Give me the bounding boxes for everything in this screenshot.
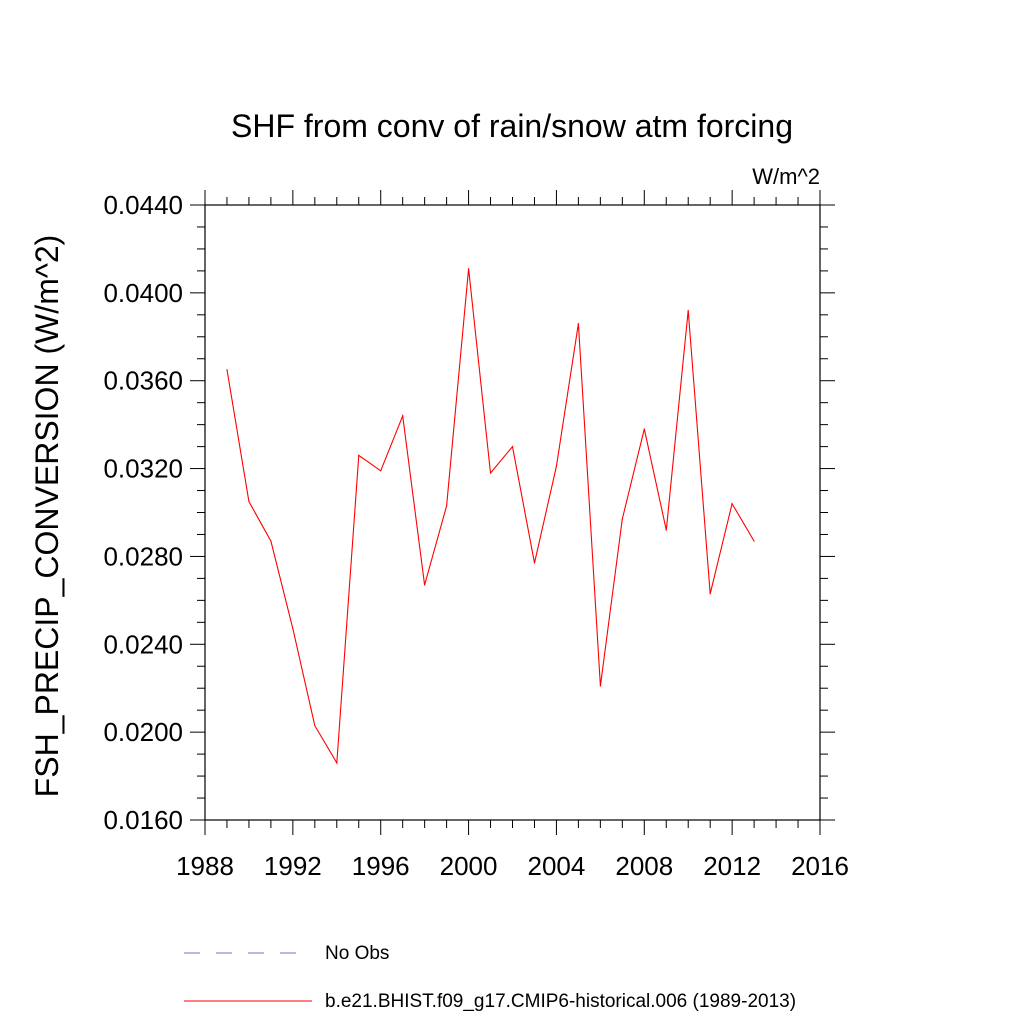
data-point	[226, 369, 228, 371]
data-point	[270, 540, 272, 542]
data-point	[687, 309, 689, 312]
x-tick-label: 2012	[703, 851, 761, 881]
x-tick-label: 1988	[176, 851, 234, 881]
data-point	[336, 762, 338, 764]
data-point	[314, 724, 316, 727]
x-tick-label: 2008	[615, 851, 673, 881]
data-point	[446, 505, 448, 507]
data-point	[402, 415, 404, 417]
legend-label-model: b.e21.BHIST.f09_g17.CMIP6-historical.006…	[325, 991, 796, 1012]
data-point	[358, 454, 360, 456]
data-point	[731, 503, 733, 505]
series-line	[226, 268, 755, 765]
y-axis-label: FSH_PRECIP_CONVERSION (W/m^2)	[29, 235, 65, 798]
axis-ticks	[190, 190, 835, 835]
data-point	[489, 472, 492, 474]
series-lines	[226, 268, 755, 765]
y-tick-label: 0.0400	[103, 278, 183, 308]
y-tick-label: 0.0200	[103, 717, 183, 747]
x-tick-label: 1992	[264, 851, 322, 881]
data-point	[511, 446, 514, 448]
x-tick-label: 2004	[528, 851, 586, 881]
units-label: W/m^2	[752, 164, 820, 189]
data-point	[753, 540, 755, 542]
data-point	[292, 628, 294, 630]
y-tick-label: 0.0440	[103, 190, 183, 220]
x-tick-label: 1996	[352, 851, 410, 881]
chart-title: SHF from conv of rain/snow atm forcing	[231, 108, 793, 144]
y-tick-label: 0.0320	[103, 454, 183, 484]
data-point	[577, 323, 579, 325]
data-point	[248, 500, 250, 503]
legend-label-no-obs: No Obs	[325, 943, 389, 964]
y-tick-label: 0.0360	[103, 366, 183, 396]
data-point	[599, 685, 601, 687]
data-point	[709, 593, 711, 595]
tick-labels: 1988 1992 1996 2000 2004 2008 2012 2016 0.0160 0.…	[103, 190, 848, 881]
data-point	[424, 584, 426, 586]
data-point	[643, 428, 645, 430]
plot-frame	[204, 204, 821, 821]
data-point	[467, 268, 470, 270]
x-tick-label: 2016	[791, 851, 849, 881]
legend: No Obs b.e21.BHIST.f09_g17.CMIP6-histori…	[184, 943, 796, 1012]
data-point	[533, 562, 536, 564]
data-point	[380, 470, 382, 472]
x-tick-label: 2000	[440, 851, 498, 881]
data-point	[665, 529, 667, 531]
data-point	[621, 518, 623, 520]
y-tick-label: 0.0160	[103, 805, 183, 835]
data-point	[555, 465, 558, 467]
y-tick-label: 0.0280	[103, 541, 183, 571]
y-tick-label: 0.0240	[103, 629, 183, 659]
